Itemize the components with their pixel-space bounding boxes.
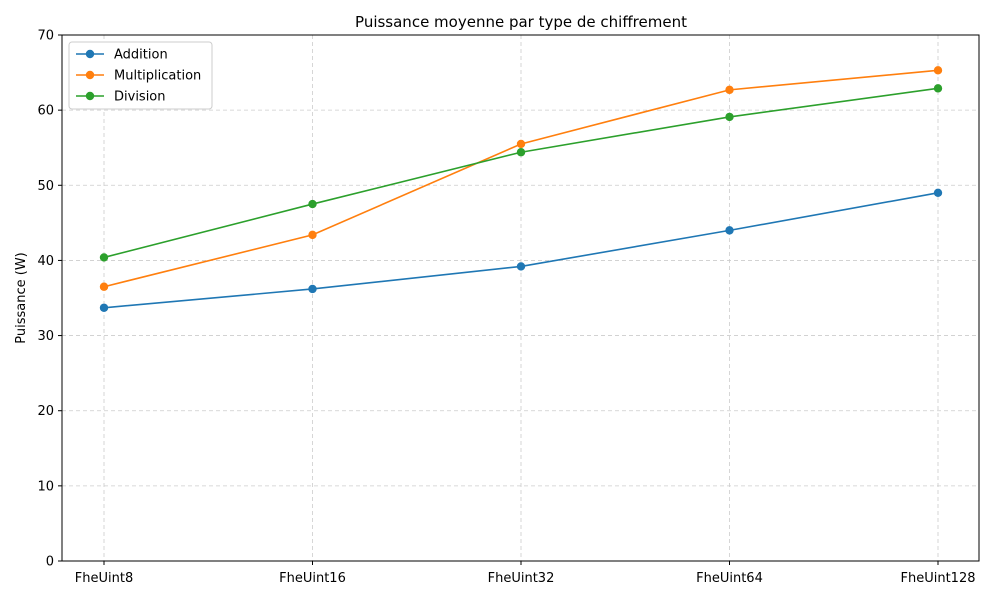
x-tick-label: FheUint128 [901, 571, 976, 586]
series-layer [99, 66, 943, 312]
y-tick-label: 60 [37, 104, 54, 119]
data-point [933, 84, 943, 93]
y-tick-label: 30 [37, 329, 54, 344]
y-tick-label: 70 [37, 29, 54, 44]
legend-marker [85, 70, 95, 80]
legend-label: Addition [114, 48, 168, 63]
data-point [99, 282, 109, 291]
chart-title: Puissance moyenne par type de chiffremen… [355, 13, 687, 31]
data-point [99, 303, 109, 312]
y-tick-label: 10 [37, 479, 54, 494]
data-point [308, 230, 317, 240]
axes: 0 10 20 30 40 50 60 70 FheUint8 FheUint16 FheUint3… [37, 29, 975, 587]
series-division [99, 84, 943, 262]
x-tick-label: FheUint8 [75, 571, 133, 586]
data-point [308, 284, 317, 294]
y-axis-label: Puissance (W) [14, 252, 29, 344]
plot-frame [61, 34, 980, 562]
y-tick-label: 20 [37, 404, 54, 419]
x-tick-label: FheUint16 [279, 571, 346, 586]
series-multiplication [99, 66, 943, 291]
legend-frame [68, 41, 213, 110]
data-point [933, 188, 943, 197]
data-point [725, 226, 734, 235]
x-tick-label: FheUint32 [488, 571, 555, 586]
data-point [99, 253, 109, 262]
y-tick-label: 50 [37, 179, 54, 194]
legend-marker [85, 91, 95, 101]
data-point [933, 66, 943, 75]
grid [62, 34, 979, 562]
data-point [308, 199, 317, 209]
legend-label: Division [114, 90, 166, 105]
y-tick-label: 40 [37, 254, 54, 269]
legend-label: Multiplication [114, 69, 201, 84]
legend: Addition Multiplication Division [68, 41, 213, 110]
data-point [516, 139, 526, 149]
x-tick-label: FheUint64 [696, 571, 763, 586]
data-point [725, 112, 734, 122]
legend-marker [85, 49, 95, 59]
y-tick-label: 0 [46, 555, 54, 570]
data-point [516, 262, 526, 271]
series-addition [99, 188, 943, 312]
data-point [725, 85, 734, 95]
data-point [516, 148, 526, 157]
